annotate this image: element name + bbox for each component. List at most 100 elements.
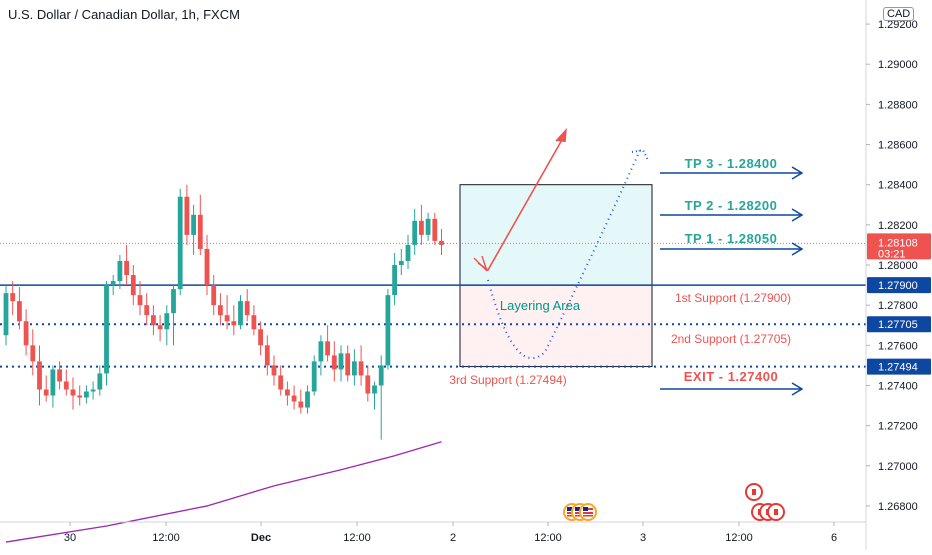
- candle-body: [331, 355, 337, 370]
- candle-body: [278, 375, 284, 390]
- candle-body: [3, 293, 9, 336]
- y-tick-label: 1.29000: [878, 59, 918, 71]
- scenario-paths: [473, 128, 649, 359]
- candle-body: [130, 275, 136, 296]
- candle-body: [10, 293, 16, 302]
- currency-selector[interactable]: CAD: [883, 7, 915, 21]
- layering-arrow-head: [631, 148, 649, 161]
- x-tick-label: 12:00: [343, 532, 371, 544]
- candle-body: [398, 260, 404, 266]
- level-label: TP 2 - 1.28200: [685, 198, 778, 213]
- level-label: 3rd Support (1.27494): [449, 373, 566, 387]
- moving-average: [5, 441, 442, 543]
- x-tick-label: Dec: [251, 532, 271, 544]
- candle-body: [171, 289, 176, 314]
- candle-body: [137, 295, 143, 306]
- level-label: TP 1 - 1.28050: [685, 231, 778, 246]
- candle-body: [177, 196, 183, 290]
- current-price-value: 1.28108: [878, 237, 918, 249]
- y-tick-label: 1.27200: [878, 421, 918, 433]
- x-tick-label: 2: [450, 532, 456, 544]
- y-tick-label: 1.28000: [878, 260, 918, 272]
- level-arrow-head: [791, 382, 804, 396]
- y-tick-label: 1.28800: [878, 99, 918, 111]
- y-tick-label: 1.28400: [878, 180, 918, 192]
- layering-area-label: Layering Area: [500, 298, 581, 313]
- candles: [3, 184, 444, 440]
- y-tick-label: 1.26800: [878, 501, 918, 513]
- level-label: EXIT - 1.27400: [684, 369, 778, 384]
- economic-events[interactable]: [563, 483, 785, 521]
- candle-body: [244, 301, 250, 316]
- y-tick-label: 1.27800: [878, 300, 918, 312]
- candle-body: [425, 218, 431, 235]
- us-flag-stripe: [583, 512, 593, 514]
- candle-body: [184, 196, 190, 235]
- y-tick-label: 1.27600: [878, 340, 918, 352]
- level-price-tag: [867, 277, 931, 294]
- candle-body: [439, 240, 444, 245]
- candle-body: [204, 248, 210, 286]
- level-price-tag: [867, 316, 931, 333]
- candle-body: [291, 395, 297, 402]
- candle-body: [378, 365, 384, 386]
- candle-body: [77, 395, 83, 398]
- ca-maple-leaf: [752, 489, 756, 495]
- candle-body: [164, 313, 170, 330]
- candle-body: [258, 329, 263, 346]
- candle-body: [392, 265, 397, 296]
- level-arrow-head: [791, 242, 804, 256]
- candle-body: [318, 341, 324, 362]
- level-price-tag-label: 1.27900: [878, 280, 918, 292]
- x-tick-label: 12:00: [534, 532, 562, 544]
- level-label: 1st Support (1.27900): [675, 291, 791, 305]
- candle-body: [110, 281, 116, 286]
- candle-body: [191, 214, 196, 235]
- level-price-tag-label: 1.27494: [878, 362, 918, 374]
- candle-body: [271, 365, 277, 376]
- x-tick-label: 6: [831, 532, 837, 544]
- level-label: TP 3 - 1.28400: [685, 156, 778, 171]
- current-price-countdown: 03:21: [878, 248, 906, 260]
- candle-body: [104, 285, 109, 374]
- candle-body: [352, 361, 357, 376]
- horizontal-lines: [0, 242, 866, 368]
- chart-title: U.S. Dollar / Canadian Dollar, 1h, FXCM: [8, 7, 240, 22]
- y-tick-label: 1.29200: [878, 19, 918, 31]
- candle-body: [251, 315, 257, 330]
- zones: [459, 184, 653, 368]
- x-tick-label: 30: [64, 532, 76, 544]
- candle-body: [238, 301, 243, 326]
- current-price-tag: [867, 233, 931, 260]
- candle-body: [57, 369, 62, 382]
- x-tick-label: 3: [640, 532, 646, 544]
- y-tick-label: 1.27400: [878, 380, 918, 392]
- ca-maple-leaf: [774, 509, 778, 515]
- candle-body: [224, 315, 230, 322]
- candle-body: [17, 301, 22, 322]
- candle-body: [218, 305, 223, 316]
- candle-body: [405, 244, 411, 261]
- pullback-arrow-head: [473, 255, 488, 272]
- price-axis-panel: [866, 0, 932, 550]
- bullish-arrow-head: [555, 128, 567, 143]
- level-arrow-head: [791, 208, 804, 222]
- level-labels: Layering Area TP 3 - 1.28400 TP 2 - 1.2820…: [449, 156, 804, 396]
- candle-body: [97, 373, 103, 390]
- candle-body: [325, 341, 330, 356]
- candle-body: [231, 321, 237, 326]
- candle-body: [432, 218, 438, 241]
- level-price-tag-label: 1.27705: [878, 319, 918, 331]
- candle-body: [117, 260, 123, 282]
- candle-body: [84, 391, 89, 398]
- candle-body: [37, 361, 42, 390]
- candle-body: [50, 369, 56, 396]
- candle-body: [70, 389, 76, 396]
- candle-body: [211, 285, 217, 306]
- y-tick-label: 1.28200: [878, 220, 918, 232]
- candle-body: [63, 381, 69, 390]
- candle-body: [412, 220, 418, 245]
